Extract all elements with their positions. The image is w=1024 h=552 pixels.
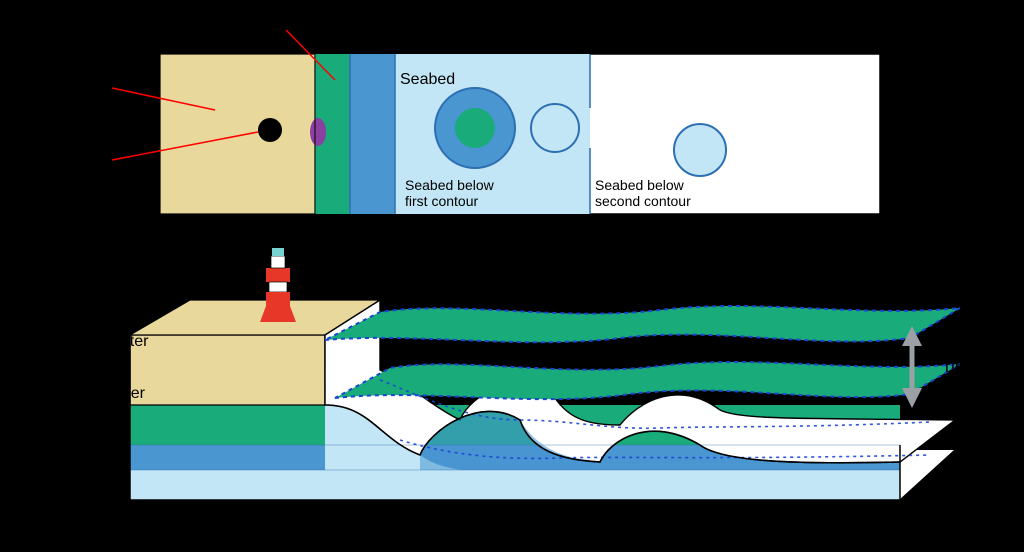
profile-view bbox=[130, 248, 960, 500]
low-water-surface bbox=[335, 362, 960, 399]
label-low-water: Low water bbox=[72, 385, 146, 402]
lightblue-band bbox=[130, 470, 900, 500]
diagram-canvas: Plan view Land Intertidal zone bbox=[0, 0, 1024, 552]
label-intertidal: Intertidal zone bbox=[180, 17, 281, 34]
land-zone bbox=[160, 54, 315, 214]
label-seabed: Seabed bbox=[400, 71, 455, 88]
plan-view bbox=[160, 54, 880, 214]
label-tidal-range: Tidal range bbox=[942, 359, 1022, 376]
label-land: Land bbox=[75, 79, 111, 96]
seabed-zone bbox=[350, 54, 395, 214]
land-dot bbox=[258, 118, 282, 142]
feature-circle-1-inner bbox=[455, 108, 495, 148]
lighthouse-icon bbox=[260, 248, 296, 322]
label-high-water: High water bbox=[72, 333, 149, 350]
feature-circle-3 bbox=[674, 124, 726, 176]
feature-circle-2 bbox=[531, 104, 579, 152]
label-below-second: Seabed below second contour bbox=[595, 177, 691, 209]
purple-marker bbox=[310, 118, 326, 146]
land-front-face bbox=[130, 335, 325, 405]
high-water-surface bbox=[325, 306, 960, 342]
title-plan-view: Plan view bbox=[455, 30, 533, 50]
